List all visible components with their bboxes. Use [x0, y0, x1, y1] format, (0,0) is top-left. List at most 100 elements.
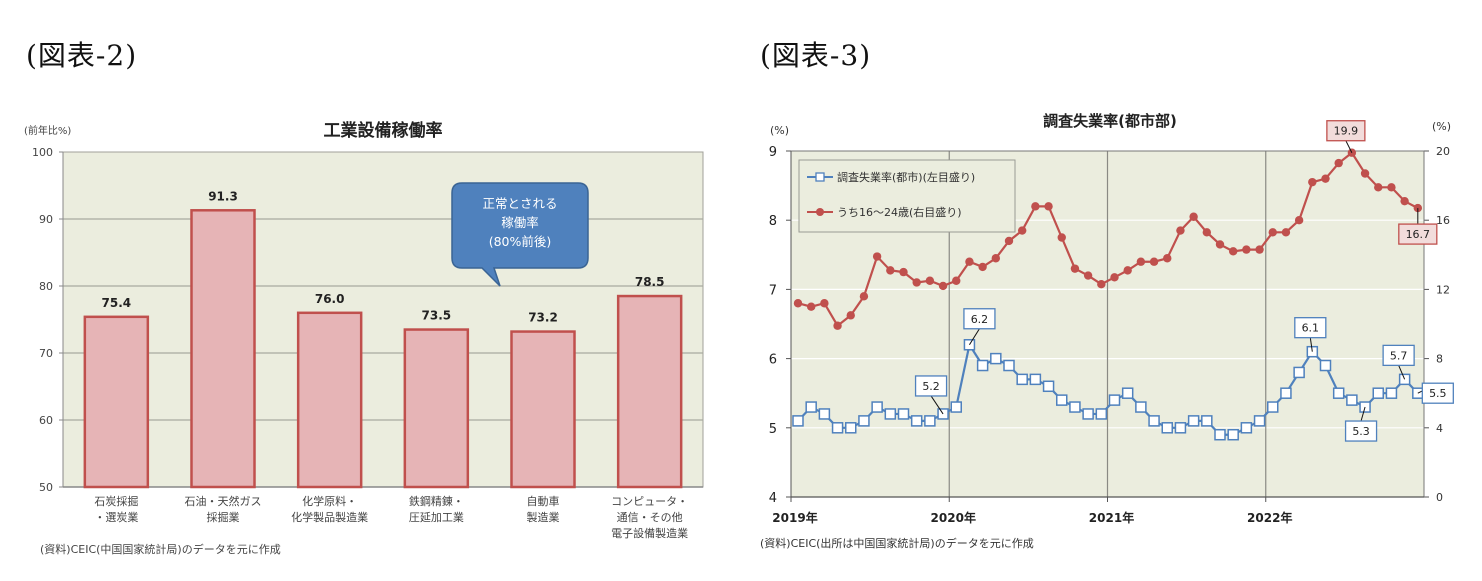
data-marker-square — [871, 401, 883, 413]
data-marker-square — [1253, 415, 1266, 427]
data-marker-circle — [1070, 264, 1080, 273]
bar-value-label: 75.4 — [102, 296, 132, 310]
data-label-text: 19.9 — [1334, 125, 1359, 138]
data-marker-circle — [793, 299, 803, 308]
data-marker-circle — [952, 276, 961, 285]
y-tick-label: 50 — [39, 481, 53, 494]
left-y-tick-label: 9 — [769, 145, 777, 160]
data-marker-circle — [833, 321, 842, 330]
data-label-box — [1294, 317, 1327, 339]
x-category-label: 製造業 — [527, 510, 560, 524]
data-marker-circle — [899, 267, 908, 277]
legend-label-unemployment: 調査失業率(都市)(左目盛り) — [837, 170, 975, 184]
x-category-label: コンピュータ・ — [611, 495, 688, 508]
y-tick-label: 80 — [39, 280, 53, 293]
callout-text: (80%前後) — [489, 234, 552, 249]
data-marker-circle — [1242, 245, 1251, 254]
bar-value-label: 76.0 — [315, 292, 345, 306]
legend-marker-square-icon — [815, 172, 825, 182]
data-marker-square — [1016, 373, 1028, 386]
data-marker-circle — [1268, 228, 1277, 237]
data-marker-square — [897, 408, 910, 420]
x-category-label: 化学製品製造業 — [291, 510, 368, 524]
data-marker-circle — [1057, 233, 1066, 242]
data-marker-square — [1148, 415, 1160, 427]
data-label-text: 5.2 — [922, 380, 940, 393]
data-marker-circle — [1017, 226, 1027, 235]
data-label-box — [1421, 382, 1454, 404]
data-marker-square — [990, 352, 1002, 365]
x-category-label: 採掘業 — [207, 510, 240, 524]
label-leader — [930, 395, 944, 415]
data-marker-square — [1029, 373, 1042, 386]
right-y-tick-label: 0 — [1436, 491, 1443, 504]
data-marker-circle — [859, 292, 869, 301]
data-marker-square — [910, 415, 923, 427]
data-marker-circle — [991, 254, 1001, 263]
data-marker-circle — [1163, 254, 1172, 263]
data-label-text: 5.5 — [1429, 387, 1447, 400]
data-marker-circle — [1176, 226, 1185, 235]
data-marker-circle — [1255, 245, 1264, 254]
data-marker-square — [924, 415, 936, 427]
data-marker-square — [1161, 422, 1173, 434]
data-marker-square — [1069, 401, 1081, 413]
data-marker-square — [976, 359, 989, 372]
data-marker-circle — [1215, 240, 1225, 249]
data-marker-circle — [1308, 177, 1317, 187]
x-category-label: 通信・その他 — [617, 511, 683, 524]
data-marker-square — [858, 415, 870, 427]
data-marker-circle — [806, 302, 816, 311]
data-marker-circle — [872, 252, 882, 261]
data-marker-square — [1385, 387, 1398, 399]
callout-bubble — [451, 182, 589, 287]
x-tick-label: 2019年 — [772, 510, 817, 525]
x-category-label: 圧延加工業 — [409, 511, 464, 524]
data-marker-square — [950, 401, 962, 413]
data-marker-square — [1042, 380, 1055, 393]
left-y-tick-label: 4 — [769, 491, 777, 506]
data-marker-circle — [1387, 183, 1396, 192]
y-tick-label: 70 — [39, 347, 53, 360]
data-marker-square — [1227, 428, 1239, 441]
data-label-box — [1326, 120, 1366, 142]
data-label-box — [914, 375, 948, 397]
right-y-tick-label: 8 — [1436, 353, 1443, 366]
left-y-tick-label: 5 — [769, 422, 777, 437]
data-marker-square — [884, 408, 897, 420]
x-category-label: ・選炭業 — [94, 511, 138, 524]
data-marker-square — [818, 408, 831, 420]
data-marker-square — [805, 401, 817, 413]
data-marker-square — [1293, 366, 1305, 379]
left-y-tick-label: 6 — [769, 353, 777, 368]
data-marker-square — [1108, 394, 1121, 406]
data-marker-circle — [1097, 280, 1106, 289]
data-marker-square — [1095, 408, 1108, 420]
label-leader — [969, 328, 980, 346]
data-marker-circle — [1136, 257, 1146, 266]
right-y-tick-label: 16 — [1436, 214, 1450, 227]
data-label-box — [1398, 223, 1438, 245]
data-label-text: 16.7 — [1406, 228, 1431, 241]
data-marker-circle — [1189, 212, 1198, 221]
legend-box — [798, 159, 1016, 233]
x-category-label: 鉄鋼精錬・ — [409, 494, 464, 508]
data-marker-circle — [938, 281, 948, 291]
x-category-label: 自動車 — [527, 494, 560, 508]
data-marker-square — [1319, 359, 1332, 372]
data-marker-square — [1201, 415, 1213, 427]
y-tick-label: 90 — [39, 213, 53, 226]
y-axis-label: (前年比%) — [24, 124, 71, 137]
data-marker-circle — [1334, 158, 1343, 168]
x-category-label: 化学原料・ — [302, 494, 357, 508]
left-y-tick-label: 7 — [769, 283, 777, 298]
data-marker-square — [1332, 387, 1345, 399]
legend-marker-circle-icon — [816, 208, 824, 216]
label-leader — [1398, 365, 1406, 380]
right-axis-unit: (%) — [1432, 120, 1451, 133]
data-marker-circle — [912, 278, 921, 287]
data-marker-square — [845, 422, 857, 434]
x-category-label: 電子設備製造業 — [611, 526, 688, 540]
